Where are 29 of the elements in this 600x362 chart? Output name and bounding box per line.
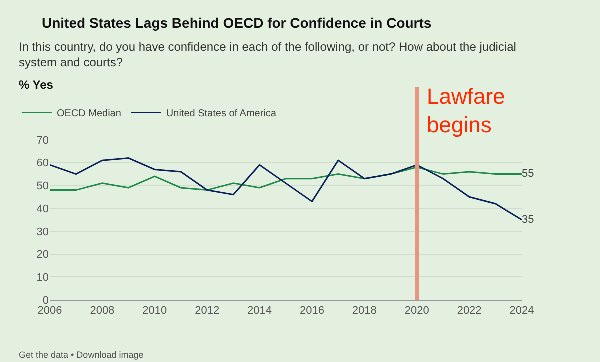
text: Get the data • Download image: [19, 350, 144, 360]
x-tick-label: 2012: [195, 305, 220, 318]
chart-subtitle: In this country, do you have confidence in each of the following, or not? How about the judicial system and courts?: [19, 40, 516, 70]
x-tick-label: 2014: [248, 305, 272, 318]
x-tick-label: 2018: [352, 305, 377, 318]
chart-title: United States Lags Behind OECD for Confidence in Courts: [42, 14, 432, 31]
line-series: [50, 158, 522, 221]
x-tick-label: 2010: [142, 305, 168, 318]
data-label: 55: [522, 168, 534, 180]
legend-label: OECD Median: [56, 108, 122, 120]
x-tick-label: 2020: [404, 305, 430, 318]
y-tick-label: 30: [36, 226, 49, 238]
y-tick-label: 20: [36, 249, 49, 262]
text: % Yes: [19, 78, 54, 92]
x-tick-label: 2008: [90, 305, 115, 318]
y-tick-label: 0: [42, 294, 49, 307]
y-tick-label: 70: [36, 134, 49, 147]
x-tick-label: 2022: [457, 305, 482, 318]
legend-label: United States of America: [166, 108, 277, 120]
y-tick-label: 10: [36, 272, 49, 284]
y-tick-label: 60: [36, 158, 49, 170]
y-tick-label: 50: [36, 180, 49, 193]
x-tick-label: 2006: [38, 305, 62, 318]
data-label: 35: [522, 214, 534, 226]
x-tick-label: 2016: [300, 305, 324, 318]
line-series: [50, 166, 522, 192]
y-tick-label: 40: [36, 203, 49, 216]
x-tick-label: 2024: [510, 305, 534, 318]
ref-line-label: Lawfare begins: [427, 84, 506, 138]
